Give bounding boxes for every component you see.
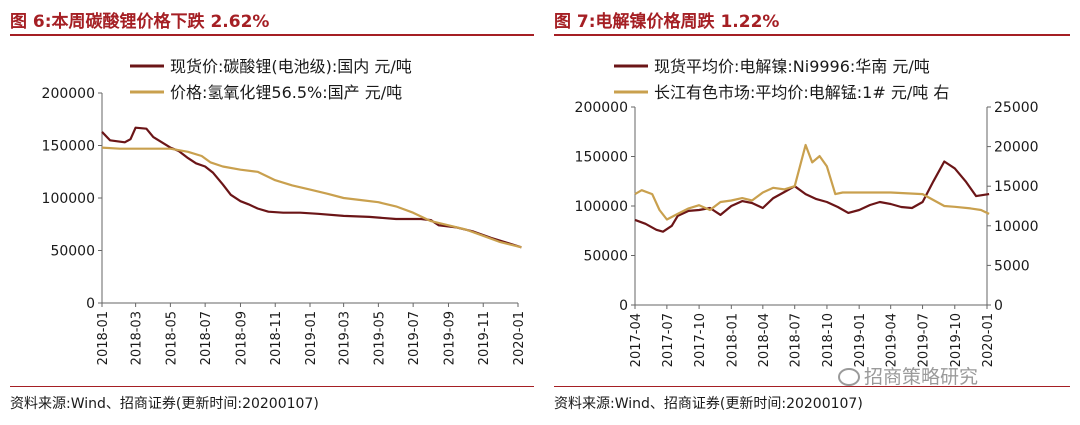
x-tick-label: 2017-07: [661, 313, 676, 367]
x-tick-label: 2018-01: [96, 311, 111, 365]
y2-tick-label: 10000: [994, 219, 1039, 235]
source-note: 资料来源:Wind、招商证券(更新时间:20200107): [10, 396, 319, 412]
panel-nickel: 图 7:电解镍价格周跌 1.22% 0 50000 100000 150000 2000…: [554, 0, 1070, 425]
x-tick-label: 2018-05: [164, 311, 179, 365]
x-tick-label: 2019-09: [442, 311, 457, 365]
y2-tick-label: 15000: [994, 179, 1039, 195]
x-tick-label: 2020-01: [512, 311, 527, 365]
figure-7-title: 图 7:电解镍价格周跌 1.22%: [554, 12, 780, 32]
y-tick-label: 50000: [583, 249, 628, 265]
y-tick-label: 150000: [575, 150, 628, 166]
x-tick-label: 2019-04: [885, 313, 900, 367]
x-tick-label: 2019-03: [338, 311, 353, 365]
x-tick-label: 2019-01: [304, 311, 319, 365]
x-tick-label: 2019-07: [407, 311, 422, 365]
y2-tick-label: 20000: [994, 140, 1039, 156]
y-tick-label: 50000: [50, 244, 95, 260]
x-tick-label: 2018-07: [789, 313, 804, 367]
legend-label: 价格:氢氧化锂56.5%:国产 元/吨: [170, 83, 402, 102]
y-tick-label: 200000: [575, 100, 628, 116]
y-tick-label: 200000: [42, 86, 95, 102]
series-line-1: [101, 126, 522, 249]
x-tick-label: 2017-04: [629, 313, 644, 367]
lithium-price-chart: 0 50000 100000 150000 200000 2018-01 2018-03 20…: [42, 57, 527, 365]
nickel-manganese-price-chart: 0 50000 100000 150000 200000 0 5000 10000 15000 2…: [575, 57, 1039, 367]
series-line-2: [101, 146, 522, 249]
legend-label: 现货平均价:电解镍:Ni9996:华南 元/吨: [654, 57, 930, 76]
x-tick-label: 2018-01: [725, 313, 740, 367]
title-divider: [10, 34, 534, 36]
y2-tick-label: 0: [994, 298, 1003, 314]
y-tick-label: 150000: [42, 139, 95, 155]
x-tick-label: 2018-04: [757, 313, 772, 367]
watermark-text: 招商策略研究: [864, 366, 979, 388]
y2-tick-label: 25000: [994, 100, 1039, 116]
x-tick-label: 2019-07: [917, 313, 932, 367]
watermark: 招商策略研究: [838, 362, 978, 389]
y2-tick-label: 5000: [994, 258, 1030, 274]
x-tick-label: 2018-11: [269, 311, 284, 365]
x-tick-label: 2019-05: [372, 311, 387, 365]
wechat-icon: [838, 368, 860, 386]
legend-label: 长江有色市场:平均价:电解锰:1# 元/吨 右: [654, 83, 949, 102]
x-tick-label: 2019-10: [949, 313, 964, 367]
x-tick-label: 2017-10: [693, 313, 708, 367]
x-tick-label: 2018-10: [821, 313, 836, 367]
series-line-2: [634, 143, 990, 221]
x-tick-label: 2020-01: [981, 313, 996, 367]
y-tick-label: 100000: [575, 199, 628, 215]
series-line-1: [634, 160, 990, 233]
source-note: 资料来源:Wind、招商证券(更新时间:20200107): [554, 396, 863, 412]
figure-6-title: 图 6:本周碳酸锂价格下跌 2.62%: [10, 12, 270, 32]
y-tick-label: 100000: [42, 191, 95, 207]
x-tick-label: 2018-09: [234, 311, 249, 365]
panel-lithium-carbonate: 图 6:本周碳酸锂价格下跌 2.62% 0 50000 100000 150000 20…: [10, 0, 534, 425]
y-tick-label: 0: [86, 296, 95, 312]
source-divider: [10, 386, 534, 387]
title-divider: [554, 34, 1070, 36]
source-divider: [554, 386, 1070, 387]
x-tick-label: 2018-07: [199, 311, 214, 365]
legend-label: 现货价:碳酸锂(电池级):国内 元/吨: [170, 57, 412, 76]
y-tick-label: 0: [619, 298, 628, 314]
x-tick-label: 2019-01: [853, 313, 868, 367]
x-tick-label: 2018-03: [130, 311, 145, 365]
x-tick-label: 2019-11: [477, 311, 492, 365]
